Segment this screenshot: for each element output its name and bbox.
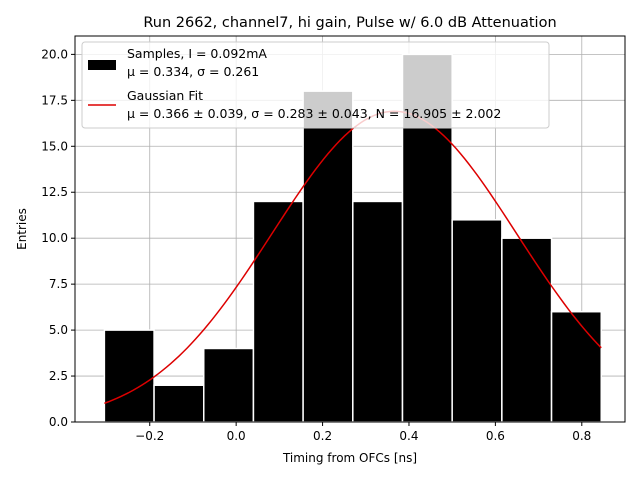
gaussian-fit-curve (104, 110, 602, 405)
y-tick-label: 0.0 (49, 415, 68, 429)
legend: Samples, I = 0.092mA μ = 0.334, σ = 0.26… (81, 41, 550, 129)
legend-fit-stats: μ = 0.366 ± 0.039, σ = 0.283 ± 0.043, N … (127, 106, 501, 121)
y-tick-label: 17.5 (41, 93, 68, 107)
histogram-bar (501, 237, 553, 423)
y-tick-label: 5.0 (49, 323, 68, 337)
y-axis-label: Entries (15, 208, 29, 250)
legend-fit-label: Gaussian Fit (127, 88, 203, 103)
x-tick-label: −0.2 (135, 429, 164, 443)
histogram-bar (451, 219, 503, 423)
legend-frame (81, 41, 550, 129)
x-axis-label: Timing from OFCs [ns] (282, 451, 417, 465)
histogram-bar (153, 384, 205, 423)
x-tick-label: 0.4 (399, 429, 418, 443)
y-tick-label: 2.5 (49, 369, 68, 383)
x-tick-label: 0.0 (227, 429, 246, 443)
legend-samples-swatch (88, 60, 116, 70)
x-axis-ticks: −0.2 0.0 0.2 0.4 0.6 0.8 (135, 422, 591, 443)
histogram-bar (252, 200, 304, 423)
y-axis-ticks: 0.0 2.5 5.0 7.5 10.0 12.5 15.0 17.5 20.0 (41, 47, 75, 429)
y-tick-label: 20.0 (41, 47, 68, 61)
y-tick-label: 15.0 (41, 139, 68, 153)
plot-frame (74, 35, 626, 423)
x-tick-label: 0.8 (572, 429, 591, 443)
histogram-bar (103, 329, 155, 423)
chart-title: Run 2662, channel7, hi gain, Pulse w/ 6.… (143, 15, 556, 31)
x-tick-label: 0.6 (486, 429, 505, 443)
y-tick-label: 10.0 (41, 231, 68, 245)
histogram-bar (550, 310, 602, 423)
histogram-bar (203, 347, 255, 423)
histogram-bar (352, 200, 404, 423)
x-tick-label: 0.2 (313, 429, 332, 443)
legend-samples-label: Samples, I = 0.092mA (127, 46, 267, 61)
histogram-bar (302, 90, 354, 423)
legend-samples-stats: μ = 0.334, σ = 0.261 (127, 64, 259, 79)
y-tick-label: 7.5 (49, 277, 68, 291)
y-tick-label: 12.5 (41, 185, 68, 199)
